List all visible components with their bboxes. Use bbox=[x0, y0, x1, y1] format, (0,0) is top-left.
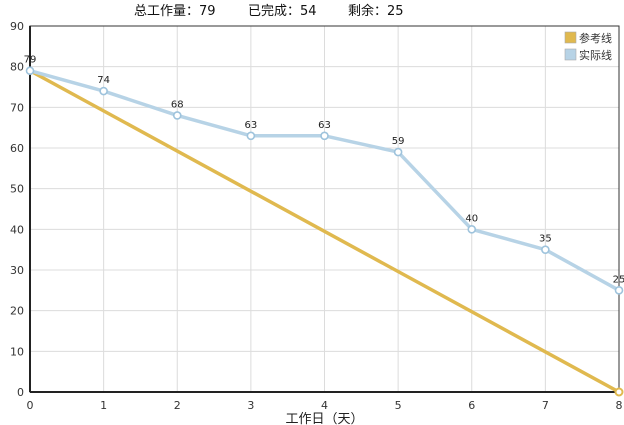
legend-swatch bbox=[564, 48, 577, 61]
axes bbox=[29, 25, 620, 393]
data-points bbox=[25, 66, 624, 397]
data-label: 79 bbox=[24, 55, 37, 66]
data-label: 25 bbox=[613, 274, 624, 285]
legend-label: 参考线 bbox=[579, 31, 612, 45]
tick-labels: 0 10 20 30 40 50 60 70 80 90 0 1 2 3 4 5 6 7 8 bbox=[10, 20, 623, 412]
legend-item-1[interactable]: 实际线 bbox=[564, 48, 612, 62]
data-labels: 79 74 68 63 63 59 40 35 25 bbox=[24, 55, 624, 286]
data-point bbox=[172, 111, 182, 120]
summary-bar: 总工作量：79 已完成：54 剩余：25 bbox=[0, 0, 624, 19]
legend-label: 实际线 bbox=[579, 48, 612, 62]
data-label: 74 bbox=[97, 75, 110, 86]
x-tick-label: 7 bbox=[542, 399, 549, 412]
y-tick-label: 40 bbox=[10, 223, 24, 236]
x-tick-label: 0 bbox=[27, 399, 34, 412]
series-line-0 bbox=[28, 68, 621, 394]
reference-end-point bbox=[614, 387, 624, 397]
data-point bbox=[393, 147, 403, 157]
completed-label: 已完成：54 bbox=[248, 4, 317, 19]
grid-lines bbox=[29, 25, 620, 393]
data-label: 59 bbox=[392, 136, 405, 147]
y-tick-label: 60 bbox=[10, 142, 24, 155]
x-tick-label: 1 bbox=[100, 399, 107, 412]
data-label: 40 bbox=[465, 213, 478, 224]
x-tick-label: 4 bbox=[321, 399, 328, 412]
x-tick-label: 5 bbox=[395, 399, 402, 412]
data-point bbox=[541, 245, 550, 254]
y-tick-label: 20 bbox=[10, 305, 24, 318]
data-label: 68 bbox=[171, 99, 184, 110]
data-point bbox=[25, 66, 35, 76]
data-point bbox=[246, 131, 256, 141]
y-tick-label: 10 bbox=[10, 345, 24, 358]
data-label: 63 bbox=[318, 120, 331, 131]
data-point bbox=[99, 86, 108, 96]
x-tick-label: 8 bbox=[616, 399, 623, 412]
y-tick-label: 90 bbox=[10, 20, 24, 33]
y-tick-label: 70 bbox=[10, 101, 24, 114]
x-axis-title: 工作日（天） bbox=[285, 412, 363, 425]
x-tick-label: 2 bbox=[174, 399, 181, 412]
data-point bbox=[320, 131, 329, 141]
data-point bbox=[614, 286, 624, 295]
y-tick-label: 30 bbox=[10, 264, 24, 277]
total-work-label: 总工作量：79 bbox=[134, 4, 216, 19]
legend-swatch bbox=[564, 31, 577, 44]
data-label: 35 bbox=[539, 234, 552, 245]
legend-item-0[interactable]: 参考线 bbox=[564, 31, 612, 45]
y-tick-label: 50 bbox=[10, 183, 24, 196]
x-tick-label: 6 bbox=[468, 399, 475, 412]
data-point bbox=[467, 225, 477, 234]
y-tick-label: 0 bbox=[17, 386, 24, 399]
x-tick-label: 3 bbox=[247, 399, 254, 412]
remaining-label: 剩余：25 bbox=[348, 4, 404, 19]
data-label: 63 bbox=[245, 120, 258, 131]
y-tick-label: 80 bbox=[10, 61, 24, 74]
